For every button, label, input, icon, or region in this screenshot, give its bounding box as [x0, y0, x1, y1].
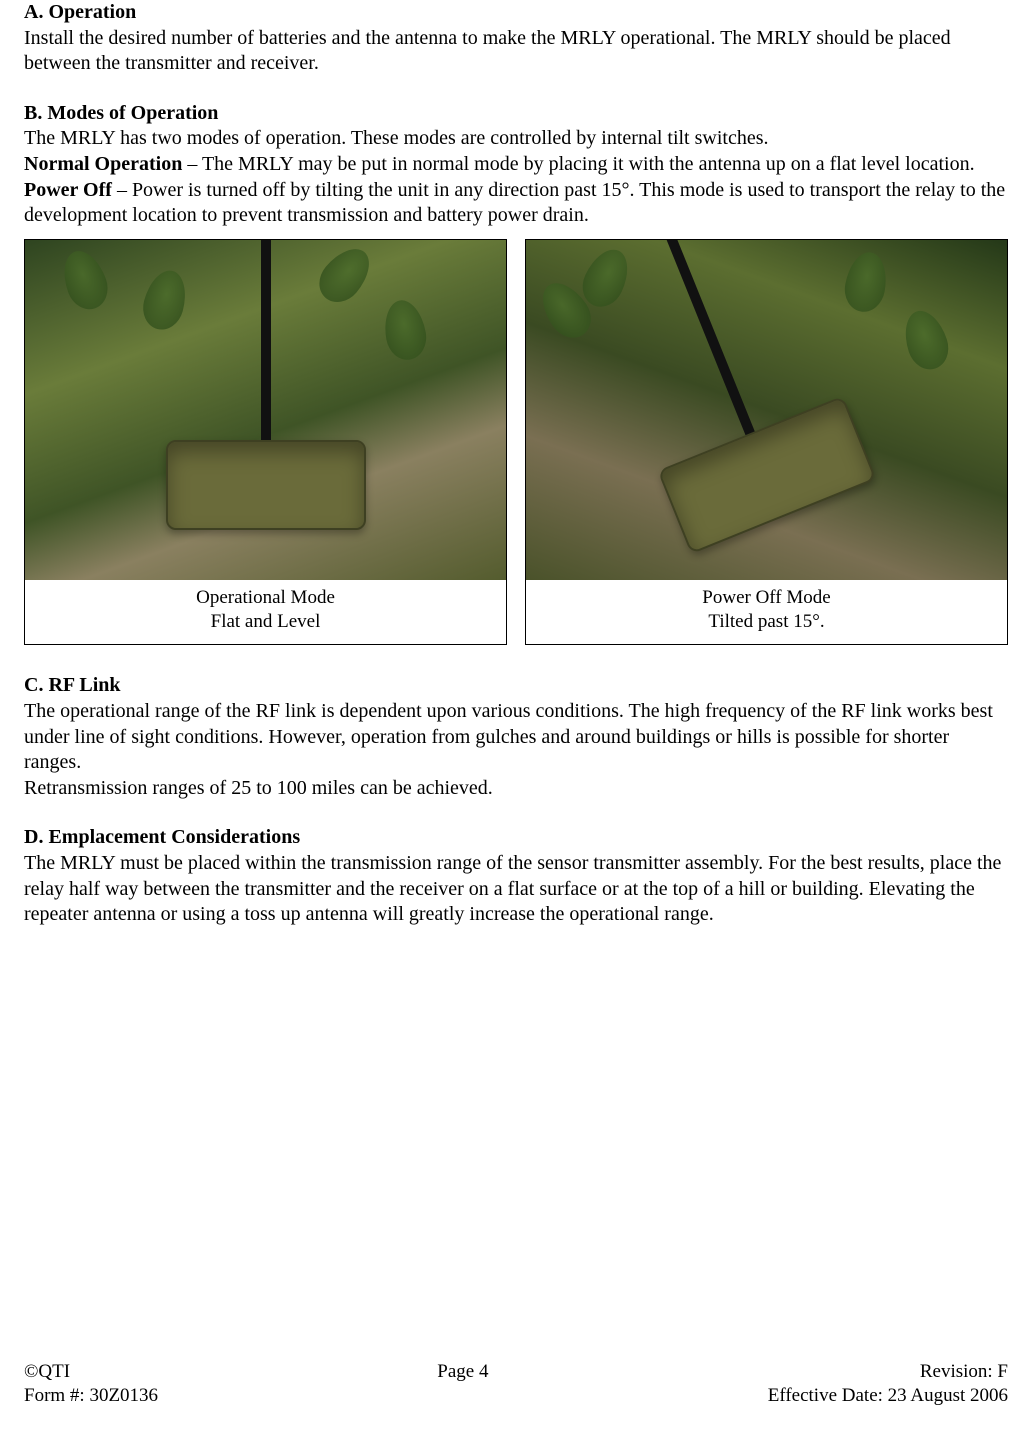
figure-right-caption: Power Off Mode Tilted past 15°.	[526, 580, 1007, 645]
device-flat-icon	[166, 440, 366, 530]
footer-left: ©QTI Form #: 30Z0136	[24, 1360, 158, 1409]
footer-page: Page 4	[158, 1360, 768, 1385]
section-d-heading: D. Emplacement Considerations	[24, 826, 300, 848]
footer-revision: Revision: F	[768, 1360, 1008, 1385]
page-footer: ©QTI Form #: 30Z0136 Page 4 Revision: F …	[24, 1360, 1008, 1409]
footer-right: Revision: F Effective Date: 23 August 20…	[768, 1360, 1008, 1409]
section-b-heading: B. Modes of Operation	[24, 102, 218, 124]
section-c-p1: The operational range of the RF link is …	[24, 699, 1008, 776]
figure-left-caption-line2: Flat and Level	[29, 610, 502, 634]
figure-left-caption-line1: Operational Mode	[29, 586, 502, 610]
figure-left: Operational Mode Flat and Level	[24, 239, 507, 646]
figure-right: Power Off Mode Tilted past 15°.	[525, 239, 1008, 646]
section-c-p2: Retransmission ranges of 25 to 100 miles…	[24, 776, 1008, 802]
figure-left-image	[25, 240, 506, 580]
footer-form: Form #: 30Z0136	[24, 1384, 158, 1409]
figure-right-caption-line1: Power Off Mode	[530, 586, 1003, 610]
footer-center: Page 4	[158, 1360, 768, 1409]
section-b-normal: Normal Operation – The MRLY may be put i…	[24, 152, 1008, 178]
footer-copyright: ©QTI	[24, 1360, 158, 1385]
figure-row: Operational Mode Flat and Level Power Of…	[24, 239, 1008, 646]
section-d-text: The MRLY must be placed within the trans…	[24, 851, 1008, 928]
section-a-heading: A. Operation	[24, 1, 136, 23]
device-tilted-icon	[657, 396, 876, 554]
power-off-label: Power Off	[24, 179, 112, 201]
footer-effective: Effective Date: 23 August 2006	[768, 1384, 1008, 1409]
figure-left-caption: Operational Mode Flat and Level	[25, 580, 506, 645]
section-b-poweroff: Power Off – Power is turned off by tilti…	[24, 178, 1008, 229]
section-b-intro: The MRLY has two modes of operation. The…	[24, 126, 1008, 152]
section-a-text: Install the desired number of batteries …	[24, 26, 1008, 77]
figure-right-caption-line2: Tilted past 15°.	[530, 610, 1003, 634]
section-c-heading: C. RF Link	[24, 674, 121, 696]
normal-operation-text: – The MRLY may be put in normal mode by …	[182, 153, 974, 175]
power-off-text: – Power is turned off by tilting the uni…	[24, 179, 1005, 227]
figure-right-image	[526, 240, 1007, 580]
normal-operation-label: Normal Operation	[24, 153, 182, 175]
